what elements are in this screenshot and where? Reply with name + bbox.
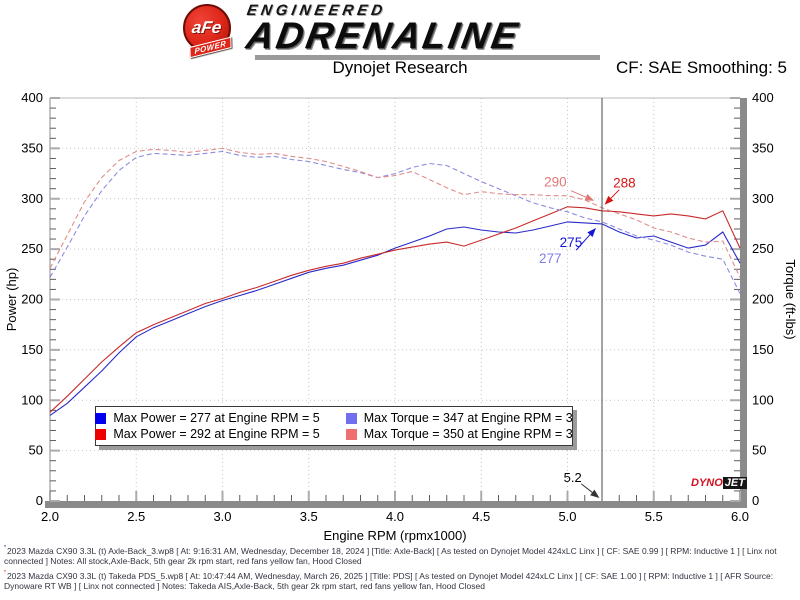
run-details-footer: ’2023 Mazda CX90 3.3L (t) Axle-Back_3.wp… — [4, 544, 796, 594]
series-2 — [49, 150, 741, 294]
series-0 — [49, 221, 741, 416]
svg-text:0: 0 — [36, 493, 43, 508]
svg-text:50: 50 — [752, 443, 766, 458]
run-2-details: ’2023 Mazda CX90 3.3L (t) Takeda PDS_5.w… — [4, 569, 796, 591]
svg-text:200: 200 — [21, 292, 43, 307]
svg-text:350: 350 — [21, 140, 43, 155]
series-3 — [49, 147, 741, 278]
svg-text:5.5: 5.5 — [645, 509, 663, 524]
cursor-marker: 5.2 — [564, 98, 603, 501]
legend-label: Max Torque = 350 at Engine RPM = 3 — [363, 427, 573, 441]
legend-item: Max Torque = 350 at Engine RPM = 3 — [345, 427, 573, 441]
run-2-text: 2023 Mazda CX90 3.3L (t) Takeda PDS_5.wp… — [4, 570, 774, 591]
afe-brand-logo: aFe POWER ENGINEERED ADRENALINE — [183, 2, 600, 60]
gridlines — [50, 98, 740, 501]
svg-text:300: 300 — [752, 191, 774, 206]
svg-text:290: 290 — [544, 175, 567, 190]
svg-text:6.0: 6.0 — [731, 509, 749, 524]
legend-swatch-icon — [95, 428, 107, 440]
svg-text:2.0: 2.0 — [41, 509, 59, 524]
svg-text:288: 288 — [613, 176, 636, 191]
axis-tick-labels: 0 0 50 50 100 100 150 150 200 200 250 250 300 300 350 3… — [21, 90, 773, 524]
svg-text:350: 350 — [752, 140, 774, 155]
legend-swatch-icon — [345, 412, 357, 424]
brand-underline-bar — [255, 55, 600, 60]
legend-column: Max Power = 277 at Engine RPM = 5 Max Pow… — [95, 411, 320, 441]
dynojet-logo-jet: JET — [722, 477, 747, 489]
svg-text:200: 200 — [752, 292, 774, 307]
svg-text:4.0: 4.0 — [386, 509, 404, 524]
svg-text:0: 0 — [752, 493, 759, 508]
dynojet-logo: DYNO JET — [691, 477, 747, 490]
svg-text:250: 250 — [21, 241, 43, 256]
brand-wordmark: ENGINEERED ADRENALINE — [243, 2, 600, 60]
svg-text:2.5: 2.5 — [127, 509, 145, 524]
svg-text:3.0: 3.0 — [213, 509, 231, 524]
svg-text:400: 400 — [752, 90, 774, 105]
svg-text:150: 150 — [21, 342, 43, 357]
svg-text:100: 100 — [21, 392, 43, 407]
series-1 — [49, 206, 741, 413]
svg-text:275: 275 — [560, 235, 583, 250]
chart-legend: Max Power = 277 at Engine RPM = 5 Max Pow… — [95, 406, 573, 446]
torque-axis-label: Torque (ft-lbs) — [783, 259, 798, 339]
power-axis-label: Power (hp) — [4, 268, 19, 332]
svg-text:4.5: 4.5 — [472, 509, 490, 524]
run-2-marker: ’ — [4, 569, 6, 577]
legend-item: Max Torque = 347 at Engine RPM = 3 — [345, 411, 573, 425]
legend-label: Max Torque = 347 at Engine RPM = 3 — [363, 411, 573, 425]
dynojet-logo-dyno: DYNO — [691, 477, 723, 489]
legend-item: Max Power = 277 at Engine RPM = 5 — [95, 411, 320, 425]
axis-ticks — [49, 97, 741, 502]
rpm-axis-label: Engine RPM (rpmx1000) — [323, 528, 466, 543]
svg-text:5.0: 5.0 — [558, 509, 576, 524]
afe-badge-icon: aFe POWER — [183, 4, 233, 59]
legend-label: Max Power = 277 at Engine RPM = 5 — [113, 411, 320, 425]
svg-text:250: 250 — [752, 241, 774, 256]
svg-text:3.5: 3.5 — [300, 509, 318, 524]
run-1-details: ’2023 Mazda CX90 3.3L (t) Axle-Back_3.wp… — [4, 544, 796, 566]
legend-label: Max Power = 292 at Engine RPM = 5 — [113, 427, 320, 441]
legend-swatch-icon — [345, 428, 357, 440]
svg-text:50: 50 — [29, 443, 43, 458]
svg-text:400: 400 — [21, 90, 43, 105]
svg-text:300: 300 — [21, 191, 43, 206]
svg-text:150: 150 — [752, 342, 774, 357]
svg-text:100: 100 — [752, 392, 774, 407]
run-1-marker: ’ — [4, 545, 6, 552]
legend-column: Max Torque = 347 at Engine RPM = 3 Max To… — [345, 411, 573, 441]
run-1-text: 2023 Mazda CX90 3.3L (t) Axle-Back_3.wp8… — [4, 545, 777, 566]
smoothing-label: CF: SAE Smoothing: 5 — [615, 58, 787, 77]
svg-text:5.2: 5.2 — [564, 470, 582, 485]
legend-swatch-icon — [95, 412, 107, 424]
svg-text:277: 277 — [539, 251, 562, 266]
chart-title: Dynojet Research — [332, 58, 468, 77]
legend-item: Max Power = 292 at Engine RPM = 5 — [95, 427, 320, 441]
